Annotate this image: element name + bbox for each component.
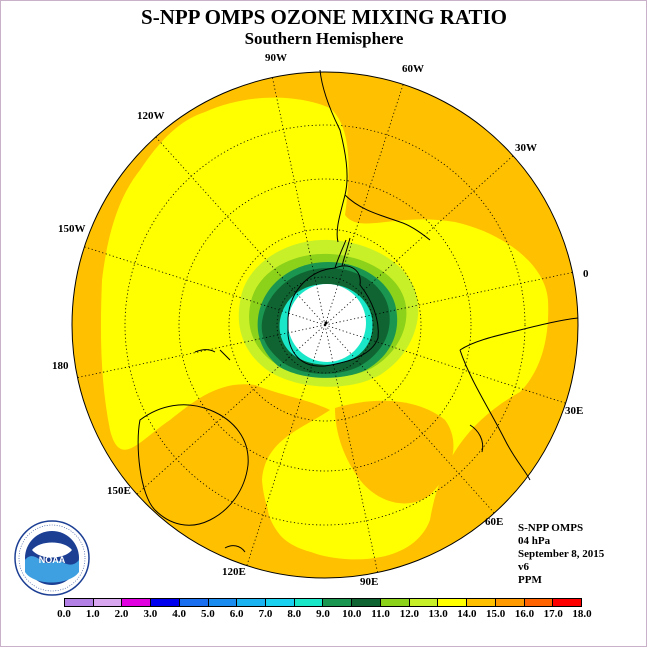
meridian-line bbox=[136, 324, 326, 495]
meridian-line bbox=[324, 155, 514, 326]
colorbar-swatch bbox=[495, 599, 525, 606]
ozone-orange-island-east bbox=[335, 400, 454, 504]
meridian-line bbox=[155, 136, 326, 326]
meridian-line bbox=[246, 324, 326, 566]
units-label: PPM bbox=[518, 574, 542, 586]
colorbar-swatch bbox=[438, 599, 468, 606]
meridian-line bbox=[324, 324, 378, 573]
coastline-new-zealand bbox=[194, 349, 231, 361]
lon-label-90e: 90E bbox=[360, 576, 379, 588]
colorbar-tick-label: 3.0 bbox=[143, 608, 158, 620]
lon-label-30w: 30W bbox=[515, 142, 537, 154]
coastline-australia bbox=[137, 404, 249, 526]
colorbar-tick-label: 0.0 bbox=[57, 608, 71, 620]
colorbar-tick-label: 13.0 bbox=[428, 608, 448, 620]
colorbar-tick-label: 2.0 bbox=[114, 608, 129, 620]
map-title: S-NPP OMPS OZONE MIXING RATIO bbox=[141, 5, 507, 29]
colorbar-swatch bbox=[294, 599, 324, 606]
colorbar-tick-label: 15.0 bbox=[486, 608, 506, 620]
colorbar-tick-label: 11.0 bbox=[371, 608, 390, 620]
coastline-madagascar bbox=[469, 424, 484, 453]
colorbar-swatch bbox=[93, 599, 123, 606]
colorbar-swatch bbox=[208, 599, 238, 606]
lon-label-30e: 30E bbox=[565, 405, 584, 417]
map-subtitle: Southern Hemisphere bbox=[244, 29, 404, 48]
colorbar-swatch bbox=[553, 599, 581, 606]
colorbar-tick-label: 8.0 bbox=[287, 608, 302, 620]
ozone-yellow-region-south bbox=[267, 470, 354, 554]
colorbar-tick-label: 9.0 bbox=[316, 608, 330, 620]
colorbar-tick-label: 14.0 bbox=[457, 608, 477, 620]
lon-label-0: 0 bbox=[583, 268, 589, 280]
coastlines bbox=[137, 69, 579, 553]
colorbar-swatch bbox=[323, 599, 353, 606]
noaa-logo-text: NOAA bbox=[39, 555, 66, 565]
colorbar-swatch bbox=[151, 599, 180, 606]
meridian-line bbox=[324, 272, 573, 326]
colorbar-tick-label: 5.0 bbox=[201, 608, 215, 620]
lon-label-120e: 120E bbox=[222, 566, 246, 578]
meridian-line bbox=[324, 324, 495, 514]
latitude-circle bbox=[178, 178, 472, 472]
colorbar-swatch bbox=[409, 599, 439, 606]
colorbar-swatch bbox=[237, 599, 267, 606]
latitude-circle bbox=[276, 276, 374, 374]
colorbar-swatch bbox=[65, 599, 94, 606]
coastline-south-america bbox=[319, 69, 431, 243]
lon-label-60e: 60E bbox=[485, 516, 504, 528]
meridian-line bbox=[272, 77, 326, 326]
lon-label-150e: 150E bbox=[107, 485, 131, 497]
south-pole-marker bbox=[324, 321, 328, 325]
colorbar-swatch bbox=[524, 599, 554, 606]
graticule bbox=[77, 77, 573, 573]
pressure-level: 04 hPa bbox=[518, 535, 551, 547]
product-version: v6 bbox=[518, 561, 529, 573]
coastline-tasmania bbox=[224, 545, 246, 553]
lon-label-180: 180 bbox=[52, 360, 69, 372]
instrument-name: S-NPP OMPS bbox=[518, 522, 584, 534]
lon-label-150w: 150W bbox=[58, 223, 86, 235]
color-scale-bar bbox=[64, 598, 582, 607]
colorbar-tick-label: 10.0 bbox=[342, 608, 362, 620]
colorbar-tick-label: 1.0 bbox=[85, 608, 100, 620]
colorbar-tick-label: 16.0 bbox=[514, 608, 535, 620]
colorbar-swatch bbox=[467, 599, 496, 606]
coastline-africa bbox=[459, 317, 579, 481]
lon-label-90w: 90W bbox=[265, 52, 287, 64]
coastline-antarctica bbox=[287, 265, 379, 367]
colorbar-tick-label: 17.0 bbox=[543, 608, 563, 620]
colorbar-tick-label: 18.0 bbox=[572, 608, 592, 620]
noaa-logo: NOAA bbox=[14, 520, 90, 596]
colorbar-tick-label: 4.0 bbox=[172, 608, 186, 620]
colorbar-tick-label: 7.0 bbox=[258, 608, 273, 620]
meridian-line bbox=[324, 84, 404, 326]
coastline-antarctic-peninsula bbox=[334, 237, 351, 269]
colorbar-swatch bbox=[122, 599, 152, 606]
latitude-circle bbox=[228, 228, 422, 422]
product-info: S-NPP OMPS 04 hPa September 8, 2015 v6 P… bbox=[518, 522, 604, 587]
ozone-orange-island-south bbox=[148, 421, 249, 535]
meridian-line bbox=[84, 246, 326, 326]
lon-label-60w: 60W bbox=[402, 63, 424, 75]
lon-label-120w: 120W bbox=[137, 110, 165, 122]
colorbar-swatch bbox=[352, 599, 381, 606]
colorbar-swatch bbox=[179, 599, 209, 606]
colorbar-swatch bbox=[266, 599, 295, 606]
meridian-line bbox=[324, 324, 566, 404]
observation-date: September 8, 2015 bbox=[518, 548, 605, 560]
map-boundary bbox=[71, 71, 579, 579]
colorbar-swatch bbox=[380, 599, 410, 606]
colorbar-tick-label: 12.0 bbox=[399, 608, 419, 620]
colorbar-tick-label: 6.0 bbox=[229, 608, 244, 620]
meridian-line bbox=[77, 324, 326, 378]
latitude-circle bbox=[124, 124, 526, 526]
